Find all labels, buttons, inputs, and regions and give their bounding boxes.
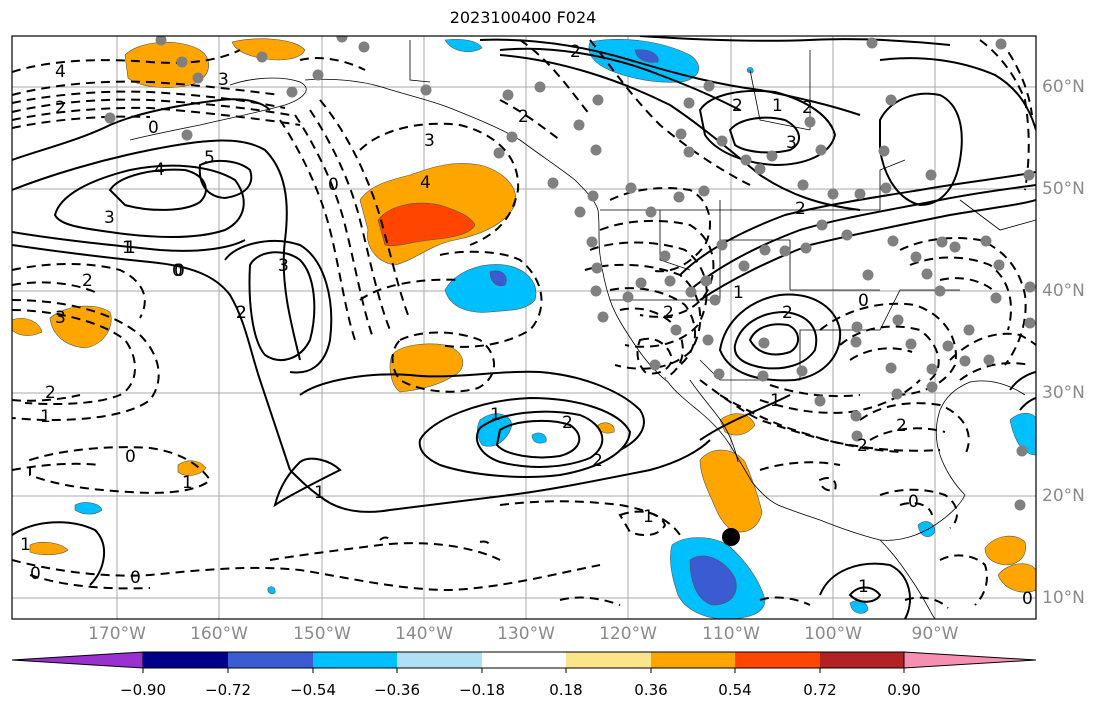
anomaly-fills	[12, 38, 1036, 619]
contour-label: 4	[420, 173, 431, 193]
contour-label: 3	[55, 308, 66, 328]
contour-label: 1	[40, 407, 51, 427]
contour-label: 0	[148, 118, 159, 138]
map-title: 2023100400 F024	[449, 8, 597, 27]
contour-label: 2	[236, 303, 247, 323]
contour-label: 2	[82, 271, 93, 291]
contour-label: 3	[104, 208, 115, 228]
contour-label: 2	[592, 451, 603, 471]
longitude-label: 90°W	[911, 624, 959, 644]
contour-label: 2	[663, 303, 674, 323]
contour-label: 2	[45, 383, 56, 403]
contour-label: 1	[770, 391, 781, 411]
contour-label: 2	[570, 42, 581, 62]
colorbar-max-extension	[903, 651, 1037, 669]
plot-frame	[11, 35, 1037, 620]
contour-label: 0	[130, 568, 141, 588]
latitude-label: 50°N	[1042, 179, 1085, 199]
longitude-label: 130°W	[497, 624, 555, 644]
latitude-label: 20°N	[1042, 486, 1085, 506]
contour-label: 1	[490, 405, 501, 425]
longitude-label: 140°W	[395, 624, 453, 644]
contour-label: 2	[236, 303, 247, 323]
contour-label: 1	[20, 535, 31, 555]
contour-label: 3	[278, 256, 289, 276]
contour-label: 2	[857, 436, 868, 456]
colorbar-tick-label: −0.36	[374, 681, 420, 699]
contour-label: 0	[908, 492, 919, 512]
contour-label: 0	[30, 564, 41, 584]
latitude-label: 10°N	[1042, 588, 1085, 608]
contour-label: 3	[218, 70, 229, 90]
contour-label: 3	[424, 131, 435, 151]
contour-label: 1	[122, 238, 133, 258]
contour-label: 3	[278, 256, 289, 276]
longitude-label: 100°W	[804, 624, 862, 644]
colorbar-segment	[566, 652, 651, 668]
dashed-contours	[12, 39, 1036, 609]
contour-label: 2	[782, 303, 793, 323]
longitude-label: 120°W	[599, 624, 657, 644]
colorbar-tick-label: 0.36	[634, 681, 668, 699]
latitude-label: 30°N	[1042, 383, 1085, 403]
contour-label: 2	[562, 413, 573, 433]
contour-label: 4	[55, 62, 66, 82]
contour-label: 2	[896, 416, 907, 436]
contour-label: 2	[795, 199, 806, 219]
colorbar-segment	[735, 652, 820, 668]
colorbar-tick-label: 0.72	[803, 681, 837, 699]
colorbar-tick-label: −0.18	[459, 681, 505, 699]
colorbar-segment	[482, 652, 566, 668]
longitude-label: 150°W	[293, 624, 351, 644]
contour-label: 1	[182, 473, 193, 493]
contour-label: 2	[802, 98, 813, 118]
contour-label: 1	[125, 238, 136, 258]
contour-label: 2	[55, 98, 66, 118]
contour-label: 1	[858, 577, 869, 597]
colorbar	[11, 651, 1037, 673]
colorbar-segment	[143, 652, 228, 668]
colorbar-segment	[651, 652, 735, 668]
contour-label: 2	[518, 107, 529, 127]
location-marker	[722, 528, 740, 546]
graticule	[12, 36, 1036, 619]
longitude-label: 110°W	[702, 624, 760, 644]
colorbar-min-extension	[11, 651, 144, 669]
colorbar-tick-label: −0.54	[290, 681, 336, 699]
contour-label: 0	[1022, 589, 1033, 609]
contour-label: 0	[174, 261, 185, 281]
longitude-label: 170°W	[88, 624, 146, 644]
contour-label: 2	[732, 96, 743, 116]
contour-labels: 4 3 2 0 5 4 3 1 0 2 3 3 2 4 2 2 1 2 2 3 …	[20, 42, 1033, 609]
contour-label: 1	[772, 96, 783, 116]
contour-label: 5	[204, 148, 215, 168]
colorbar-tick-label: 0.90	[887, 681, 921, 699]
contour-label: 0	[125, 447, 136, 467]
station-markers	[104, 36, 1036, 511]
colorbar-tick-label: 0.18	[549, 681, 583, 699]
colorbar-segment	[228, 652, 313, 668]
latitude-label: 40°N	[1042, 281, 1085, 301]
colorbar-segment	[820, 652, 904, 668]
longitude-label: 160°W	[190, 624, 248, 644]
contour-label: 4	[154, 160, 165, 180]
contour-label: 1	[733, 283, 744, 303]
colorbar-tick-label: 0.54	[718, 681, 752, 699]
colorbar-tick-label: −0.90	[120, 681, 166, 699]
colorbar-segment	[397, 652, 482, 668]
contour-label: 1	[314, 483, 325, 503]
contour-label: 0	[328, 175, 339, 195]
contour-label: 3	[786, 133, 797, 153]
contour-label: 0	[172, 261, 183, 281]
contour-label: 0	[858, 291, 869, 311]
colorbar-segment	[313, 652, 397, 668]
latitude-label: 60°N	[1042, 77, 1085, 97]
colorbar-tick-label: −0.72	[205, 681, 251, 699]
contour-label: 1	[643, 507, 654, 527]
